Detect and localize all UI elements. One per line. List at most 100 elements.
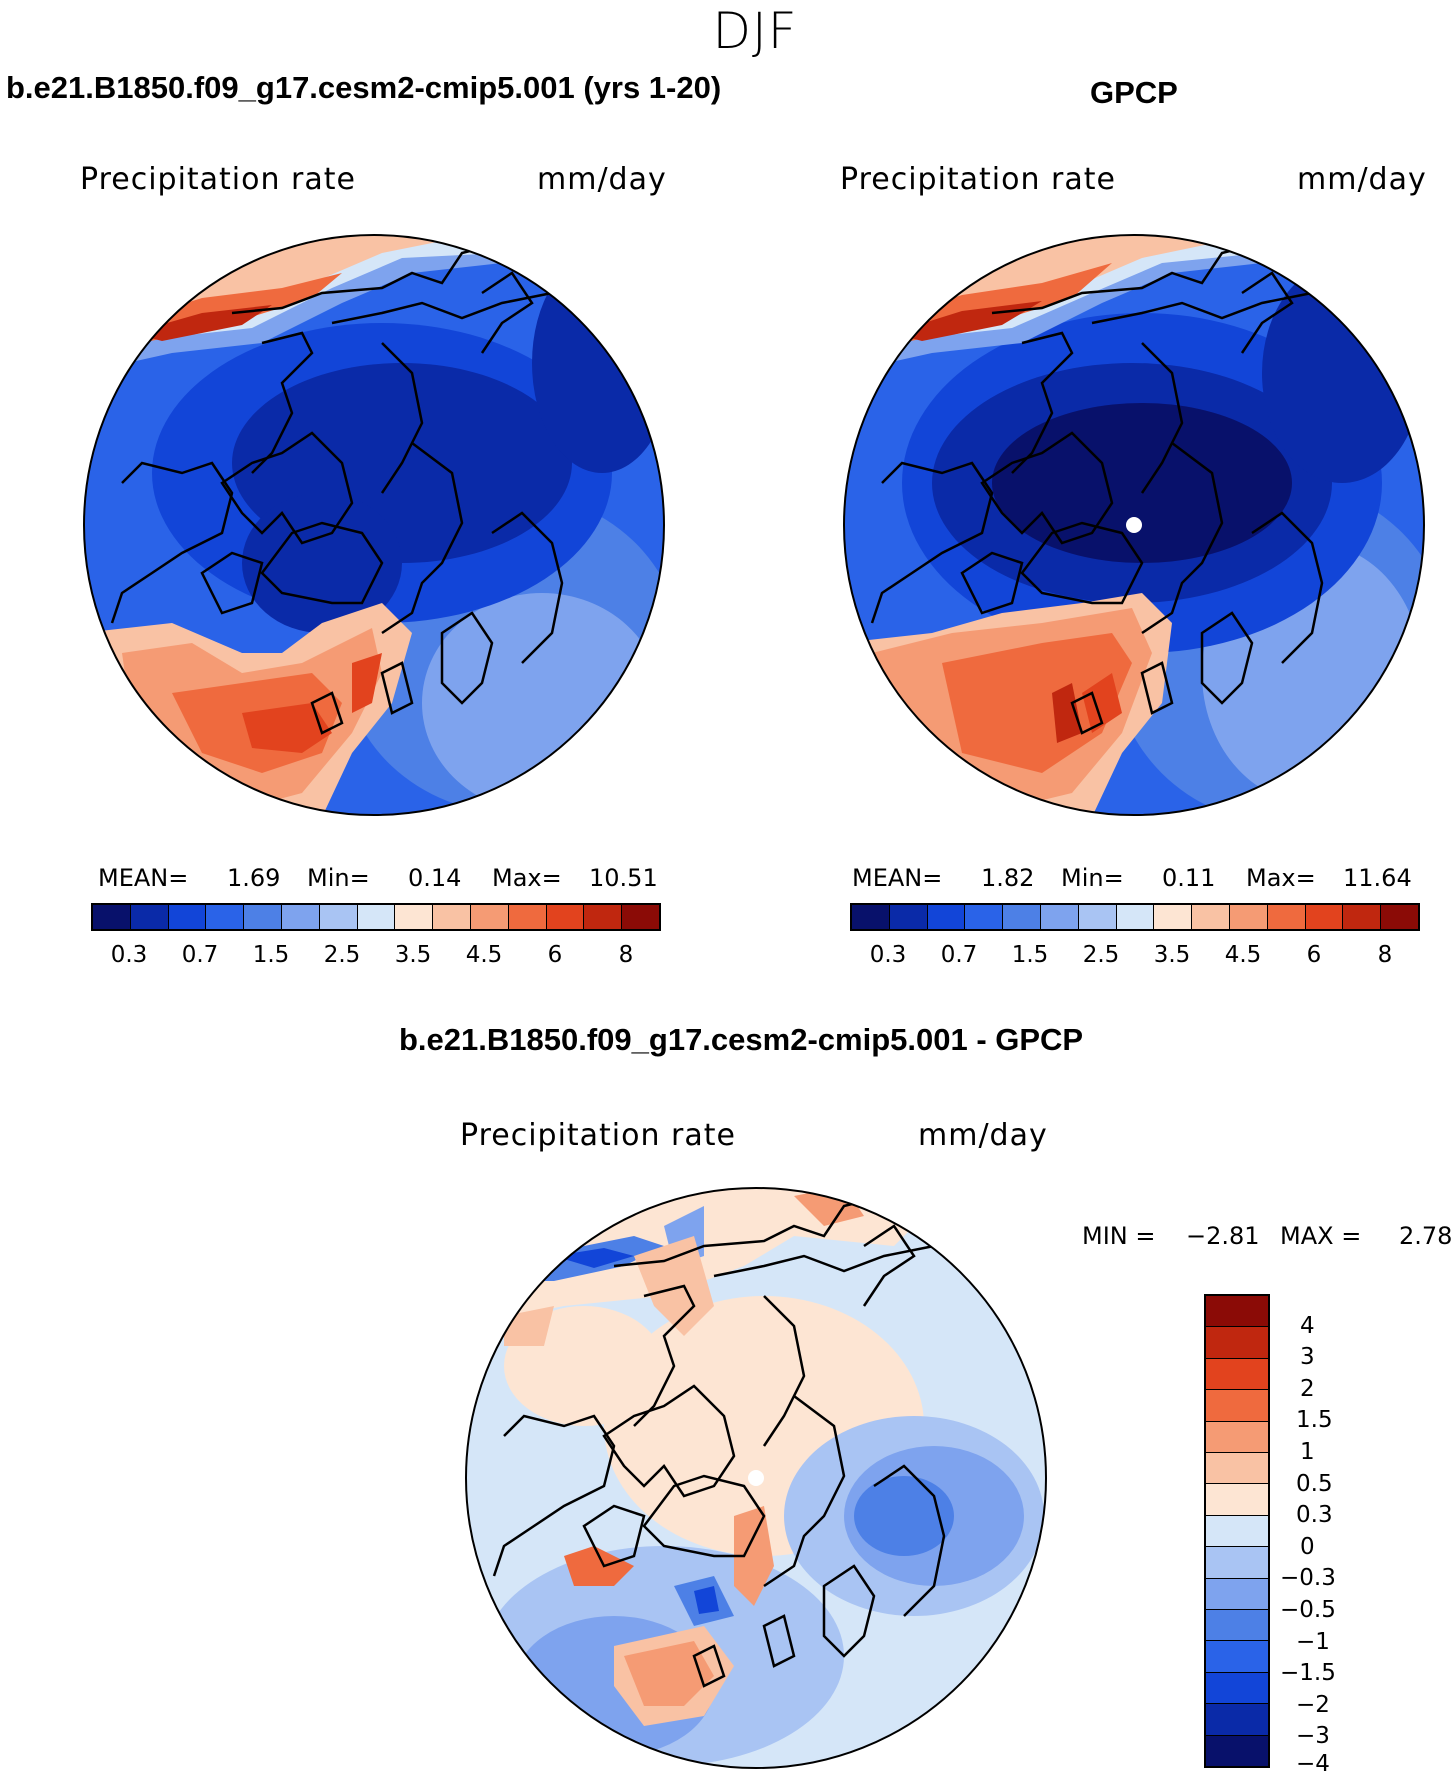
colorbar-label: 0.5 [1296,1470,1333,1497]
colorbar-swatch [1206,1672,1268,1705]
colorbar-swatch [1206,1327,1268,1359]
obs-max-label: Max= [1246,864,1316,892]
colorbar-swatch [1154,905,1193,929]
model-max-value: 10.51 [589,864,658,892]
colorbar-label: −4 [1296,1751,1330,1777]
colorbar-swatch [1206,1641,1268,1673]
obs-min-label: Min= [1061,864,1124,892]
colorbar-swatch [1206,1296,1268,1328]
colorbar-label: −0.3 [1280,1565,1336,1592]
colorbar-swatch [130,905,169,929]
colorbar-swatch [357,905,396,929]
model-panel-title: b.e21.B1850.f09_g17.cesm2-cmip5.001 (yrs… [6,70,722,105]
colorbar-swatch [395,905,434,929]
colorbar-swatch [1116,905,1155,929]
colorbar-swatch [470,905,509,929]
colorbar-label: 0.3 [110,942,148,968]
obs-colorbar-labels: 0.3 0.7 1.5 2.5 3.5 4.5 6 8 [850,942,1420,972]
colorbar-swatch [1206,1704,1268,1736]
model-units-label: mm/day [537,162,667,197]
colorbar-label: 8 [618,942,634,968]
colorbar-swatch [1381,905,1418,929]
colorbar-swatch [1206,1484,1268,1516]
model-polar-map [83,234,665,816]
model-colorbar-labels: 0.3 0.7 1.5 2.5 3.5 4.5 6 8 [91,942,661,972]
colorbar-swatch [965,905,1004,929]
colorbar-label: 2 [1300,1375,1315,1402]
colorbar-label: −3 [1296,1723,1330,1750]
colorbar-swatch [1206,1610,1268,1642]
colorbar-label: 4.5 [465,942,503,968]
diff-colorbar-labels: 4 3 2 1.5 1 0.5 0.3 0 −0.3 −0.5 −1 −1.5 … [1280,1294,1400,1777]
colorbar-label: 0.7 [940,942,978,968]
colorbar-swatch [168,905,207,929]
diff-panel-title: b.e21.B1850.f09_g17.cesm2-cmip5.001 - GP… [399,1022,1084,1057]
colorbar-swatch [622,905,659,929]
obs-polar-map [843,234,1425,816]
colorbar-swatch [1040,905,1079,929]
colorbar-swatch [1206,1453,1268,1485]
colorbar-label: −1.5 [1280,1660,1336,1687]
colorbar-swatch [1267,905,1306,929]
colorbar-label: 2.5 [1082,942,1120,968]
colorbar-swatch [584,905,623,929]
obs-units-label: mm/day [1297,162,1427,197]
colorbar-label: 0.7 [181,942,219,968]
colorbar-swatch [244,905,282,929]
colorbar-label: −0.5 [1280,1597,1336,1623]
colorbar-swatch [852,905,890,929]
colorbar-label: −2 [1296,1691,1330,1718]
colorbar-label: 0.3 [869,942,907,968]
colorbar-label: 8 [1377,942,1393,968]
colorbar-label: 3.5 [1153,942,1191,968]
diff-polar-map [465,1187,1047,1769]
diff-max-value: 2.78 [1399,1222,1453,1250]
colorbar-label: 3 [1300,1344,1315,1371]
colorbar-swatch [1343,905,1382,929]
model-variable-label: Precipitation rate [80,162,356,197]
model-min-label: Min= [307,864,370,892]
diff-max-label: MAX = [1280,1222,1362,1250]
colorbar-label: 0 [1300,1533,1315,1560]
diff-variable-label: Precipitation rate [460,1118,736,1153]
obs-mean-label: MEAN= [852,864,943,892]
pole-gap-marker [1126,517,1142,533]
colorbar-label: 0.3 [1296,1502,1333,1529]
colorbar-label: 1 [1300,1439,1315,1465]
colorbar-label: 6 [1306,942,1322,968]
model-mean-label: MEAN= [98,864,189,892]
colorbar-swatch [1078,905,1117,929]
colorbar-swatch [1206,1515,1268,1548]
colorbar-label: 4 [1300,1312,1315,1339]
colorbar-label: 1.5 [1011,942,1049,968]
model-mean-value: 1.69 [227,864,281,892]
colorbar-label: 6 [547,942,563,968]
diff-units-label: mm/day [918,1118,1048,1153]
diff-min-value: −2.81 [1186,1222,1260,1250]
colorbar-swatch [1206,1547,1268,1579]
model-colorbar [91,903,661,931]
colorbar-label: 3.5 [394,942,432,968]
colorbar-label: 1.5 [252,942,290,968]
colorbar-swatch [1206,1390,1268,1422]
colorbar-swatch [433,905,471,929]
colorbar-label: 1.5 [1296,1407,1333,1434]
colorbar-swatch [546,905,585,929]
colorbar-label: −1 [1296,1628,1330,1655]
colorbar-swatch [206,905,245,929]
pole-gap-marker [748,1470,764,1486]
season-title: DJF [712,2,798,60]
colorbar-swatch [1206,1578,1268,1611]
colorbar-swatch [1192,905,1230,929]
model-max-label: Max= [492,864,562,892]
obs-colorbar [850,903,1420,931]
colorbar-swatch [1229,905,1268,929]
colorbar-label: 2.5 [323,942,361,968]
colorbar-swatch [93,905,131,929]
obs-max-value: 11.64 [1343,864,1412,892]
obs-mean-value: 1.82 [981,864,1035,892]
colorbar-swatch [1003,905,1041,929]
model-min-value: 0.14 [408,864,462,892]
obs-variable-label: Precipitation rate [840,162,1116,197]
colorbar-label: 4.5 [1224,942,1262,968]
